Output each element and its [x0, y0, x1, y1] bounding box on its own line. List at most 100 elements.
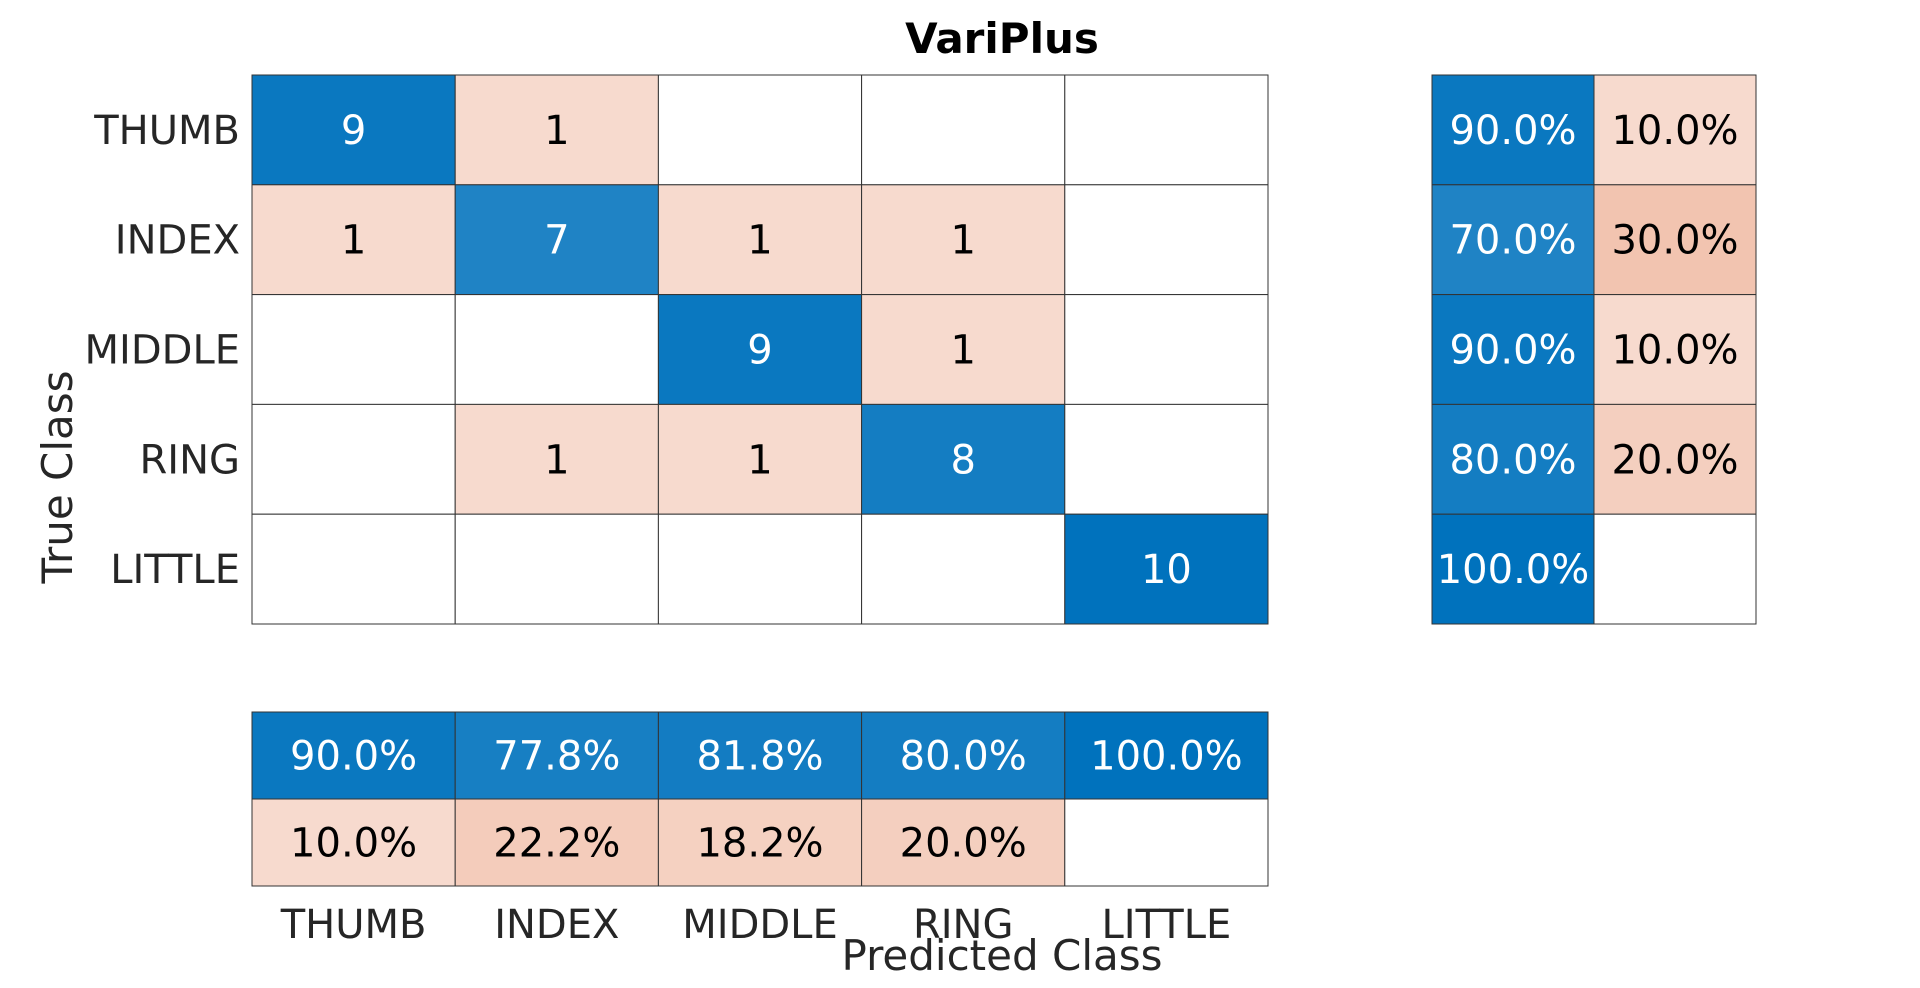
- matrix-cell-fill: [251, 74, 456, 186]
- row-summary-cell-fill: [1431, 294, 1595, 405]
- x-tick-label: INDEX: [494, 902, 619, 948]
- column-summary-cell-label: 100.0%: [1090, 734, 1243, 780]
- row-summary-cell: 100.0%: [1431, 513, 1595, 625]
- column-summary-cell-fill: [251, 711, 456, 800]
- x-tick-label: LITTLE: [1101, 902, 1231, 948]
- column-summary-cell-fill: [657, 798, 863, 887]
- column-summary-cell-fill: [657, 711, 863, 800]
- matrix-cell: 1: [861, 294, 1066, 405]
- column-summary-cell: 20.0%: [861, 798, 1066, 887]
- row-summary-cell-label: 100.0%: [1437, 547, 1590, 593]
- row-summary-cell-label: 10.0%: [1611, 328, 1738, 374]
- matrix-cell-fill: [657, 294, 863, 405]
- matrix-cell-fill: [861, 294, 1066, 405]
- matrix-cell: 7: [454, 184, 659, 296]
- matrix-cell-fill: [657, 403, 863, 515]
- x-tick-label: THUMB: [280, 902, 427, 948]
- x-tick-labels: THUMB INDEX MIDDLE RING LITTLE: [280, 902, 1232, 948]
- matrix-cell-fill: [251, 513, 456, 625]
- matrix-cell-fill: [1064, 74, 1269, 186]
- matrix-cell-fill: [454, 513, 659, 625]
- column-summary-cell-label: 20.0%: [900, 821, 1027, 867]
- row-summary-cell-fill: [1593, 184, 1757, 296]
- column-summary-cell-fill: [861, 798, 1066, 887]
- matrix-cell-label: 7: [544, 218, 569, 264]
- matrix-cell: 9: [657, 294, 863, 405]
- column-summary-cell-fill: [1064, 798, 1269, 887]
- matrix-cell: [454, 294, 659, 405]
- matrix-cell: 1: [454, 74, 659, 186]
- matrix-cell-label: 1: [544, 108, 569, 154]
- matrix-cell: [657, 513, 863, 625]
- column-summary-cell: 77.8%: [454, 711, 659, 800]
- matrix-cell-fill: [454, 184, 659, 296]
- matrix-cell-label: 10: [1141, 547, 1192, 593]
- row-summary-cell: 80.0%: [1431, 403, 1595, 515]
- row-summary-cell: 90.0%: [1431, 74, 1595, 186]
- column-summary-cell-label: 77.8%: [493, 734, 620, 780]
- column-summary-cell-label: 90.0%: [290, 734, 417, 780]
- matrix-cell: 1: [454, 403, 659, 515]
- column-summary-cell: 80.0%: [861, 711, 1066, 800]
- row-summary-cell: 90.0%: [1431, 294, 1595, 405]
- row-summary-cell-label: 20.0%: [1611, 437, 1738, 483]
- row-summary-cell-label: 10.0%: [1611, 108, 1738, 154]
- matrix-cell: [1064, 74, 1269, 186]
- matrix-cell-label: 9: [747, 328, 772, 374]
- column-summary-cell-label: 18.2%: [696, 821, 823, 867]
- matrix-cell: [251, 403, 456, 515]
- column-summary-cell: [1064, 798, 1269, 887]
- matrix-cell: 1: [861, 184, 1066, 296]
- row-summary-cell-fill: [1431, 513, 1595, 625]
- y-tick-label: INDEX: [115, 218, 240, 264]
- row-summary-cell: 20.0%: [1593, 403, 1757, 515]
- y-tick-label: MIDDLE: [85, 328, 240, 374]
- matrix-cell-label: 1: [747, 437, 772, 483]
- chart-title: VariPlus: [905, 14, 1099, 63]
- column-summary-cell-label: 81.8%: [696, 734, 823, 780]
- row-summary-cell-label: 90.0%: [1449, 328, 1576, 374]
- matrix-cell-fill: [1064, 294, 1269, 405]
- column-summary-cell-fill: [454, 711, 659, 800]
- matrix-cell-fill: [454, 403, 659, 515]
- column-summary-cell-label: 22.2%: [493, 821, 620, 867]
- row-summary-cell-fill: [1431, 74, 1595, 186]
- y-tick-label: RING: [139, 437, 240, 483]
- row-summary-cell-fill: [1593, 74, 1757, 186]
- x-axis-label: Predicted Class: [841, 931, 1162, 980]
- row-summary-cell-fill: [1593, 294, 1757, 405]
- row-summary-cell-label: 70.0%: [1449, 218, 1576, 264]
- matrix-cell-label: 1: [544, 437, 569, 483]
- matrix-cell-fill: [251, 294, 456, 405]
- row-summary-cell-fill: [1593, 513, 1757, 625]
- row-summary-cell-label: 90.0%: [1449, 108, 1576, 154]
- matrix-cell: 8: [861, 403, 1066, 515]
- matrix-cell: [1064, 294, 1269, 405]
- row-summary-cell: 70.0%: [1431, 184, 1595, 296]
- x-tick-label: RING: [913, 902, 1014, 948]
- x-tick-label: MIDDLE: [682, 902, 837, 948]
- matrix-cell: [454, 513, 659, 625]
- column-summary-cell-label: 80.0%: [900, 734, 1027, 780]
- column-summary-cell-fill: [1064, 711, 1269, 800]
- matrix-cell: [861, 74, 1066, 186]
- matrix-cell-label: 1: [341, 218, 366, 264]
- matrix-cell-fill: [454, 294, 659, 405]
- matrix-cell-label: 9: [341, 108, 366, 154]
- matrix-cell: 1: [251, 184, 456, 296]
- row-summary: 90.0% 10.0% 70.0% 30.0% 90.0% 10.0% 80.0% 20.0%…: [1431, 74, 1757, 625]
- row-summary-cell: 30.0%: [1593, 184, 1757, 296]
- matrix-cell: [251, 513, 456, 625]
- row-summary-cell-fill: [1431, 403, 1595, 515]
- matrix-cell: [657, 74, 863, 186]
- matrix-cell: [251, 294, 456, 405]
- row-summary-cell-fill: [1593, 403, 1757, 515]
- matrix-cell-label: 1: [950, 218, 975, 264]
- matrix-cell-label: 1: [950, 328, 975, 374]
- y-tick-labels: THUMB INDEX MIDDLE RING LITTLE: [85, 108, 240, 593]
- column-summary-cell: 81.8%: [657, 711, 863, 800]
- matrix-cell: 1: [657, 184, 863, 296]
- matrix-cell-fill: [861, 513, 1066, 625]
- confusion-matrix: 9 1 1 7 1 1 9 1 1 1 8 10: [251, 74, 1269, 625]
- matrix-cell: 1: [657, 403, 863, 515]
